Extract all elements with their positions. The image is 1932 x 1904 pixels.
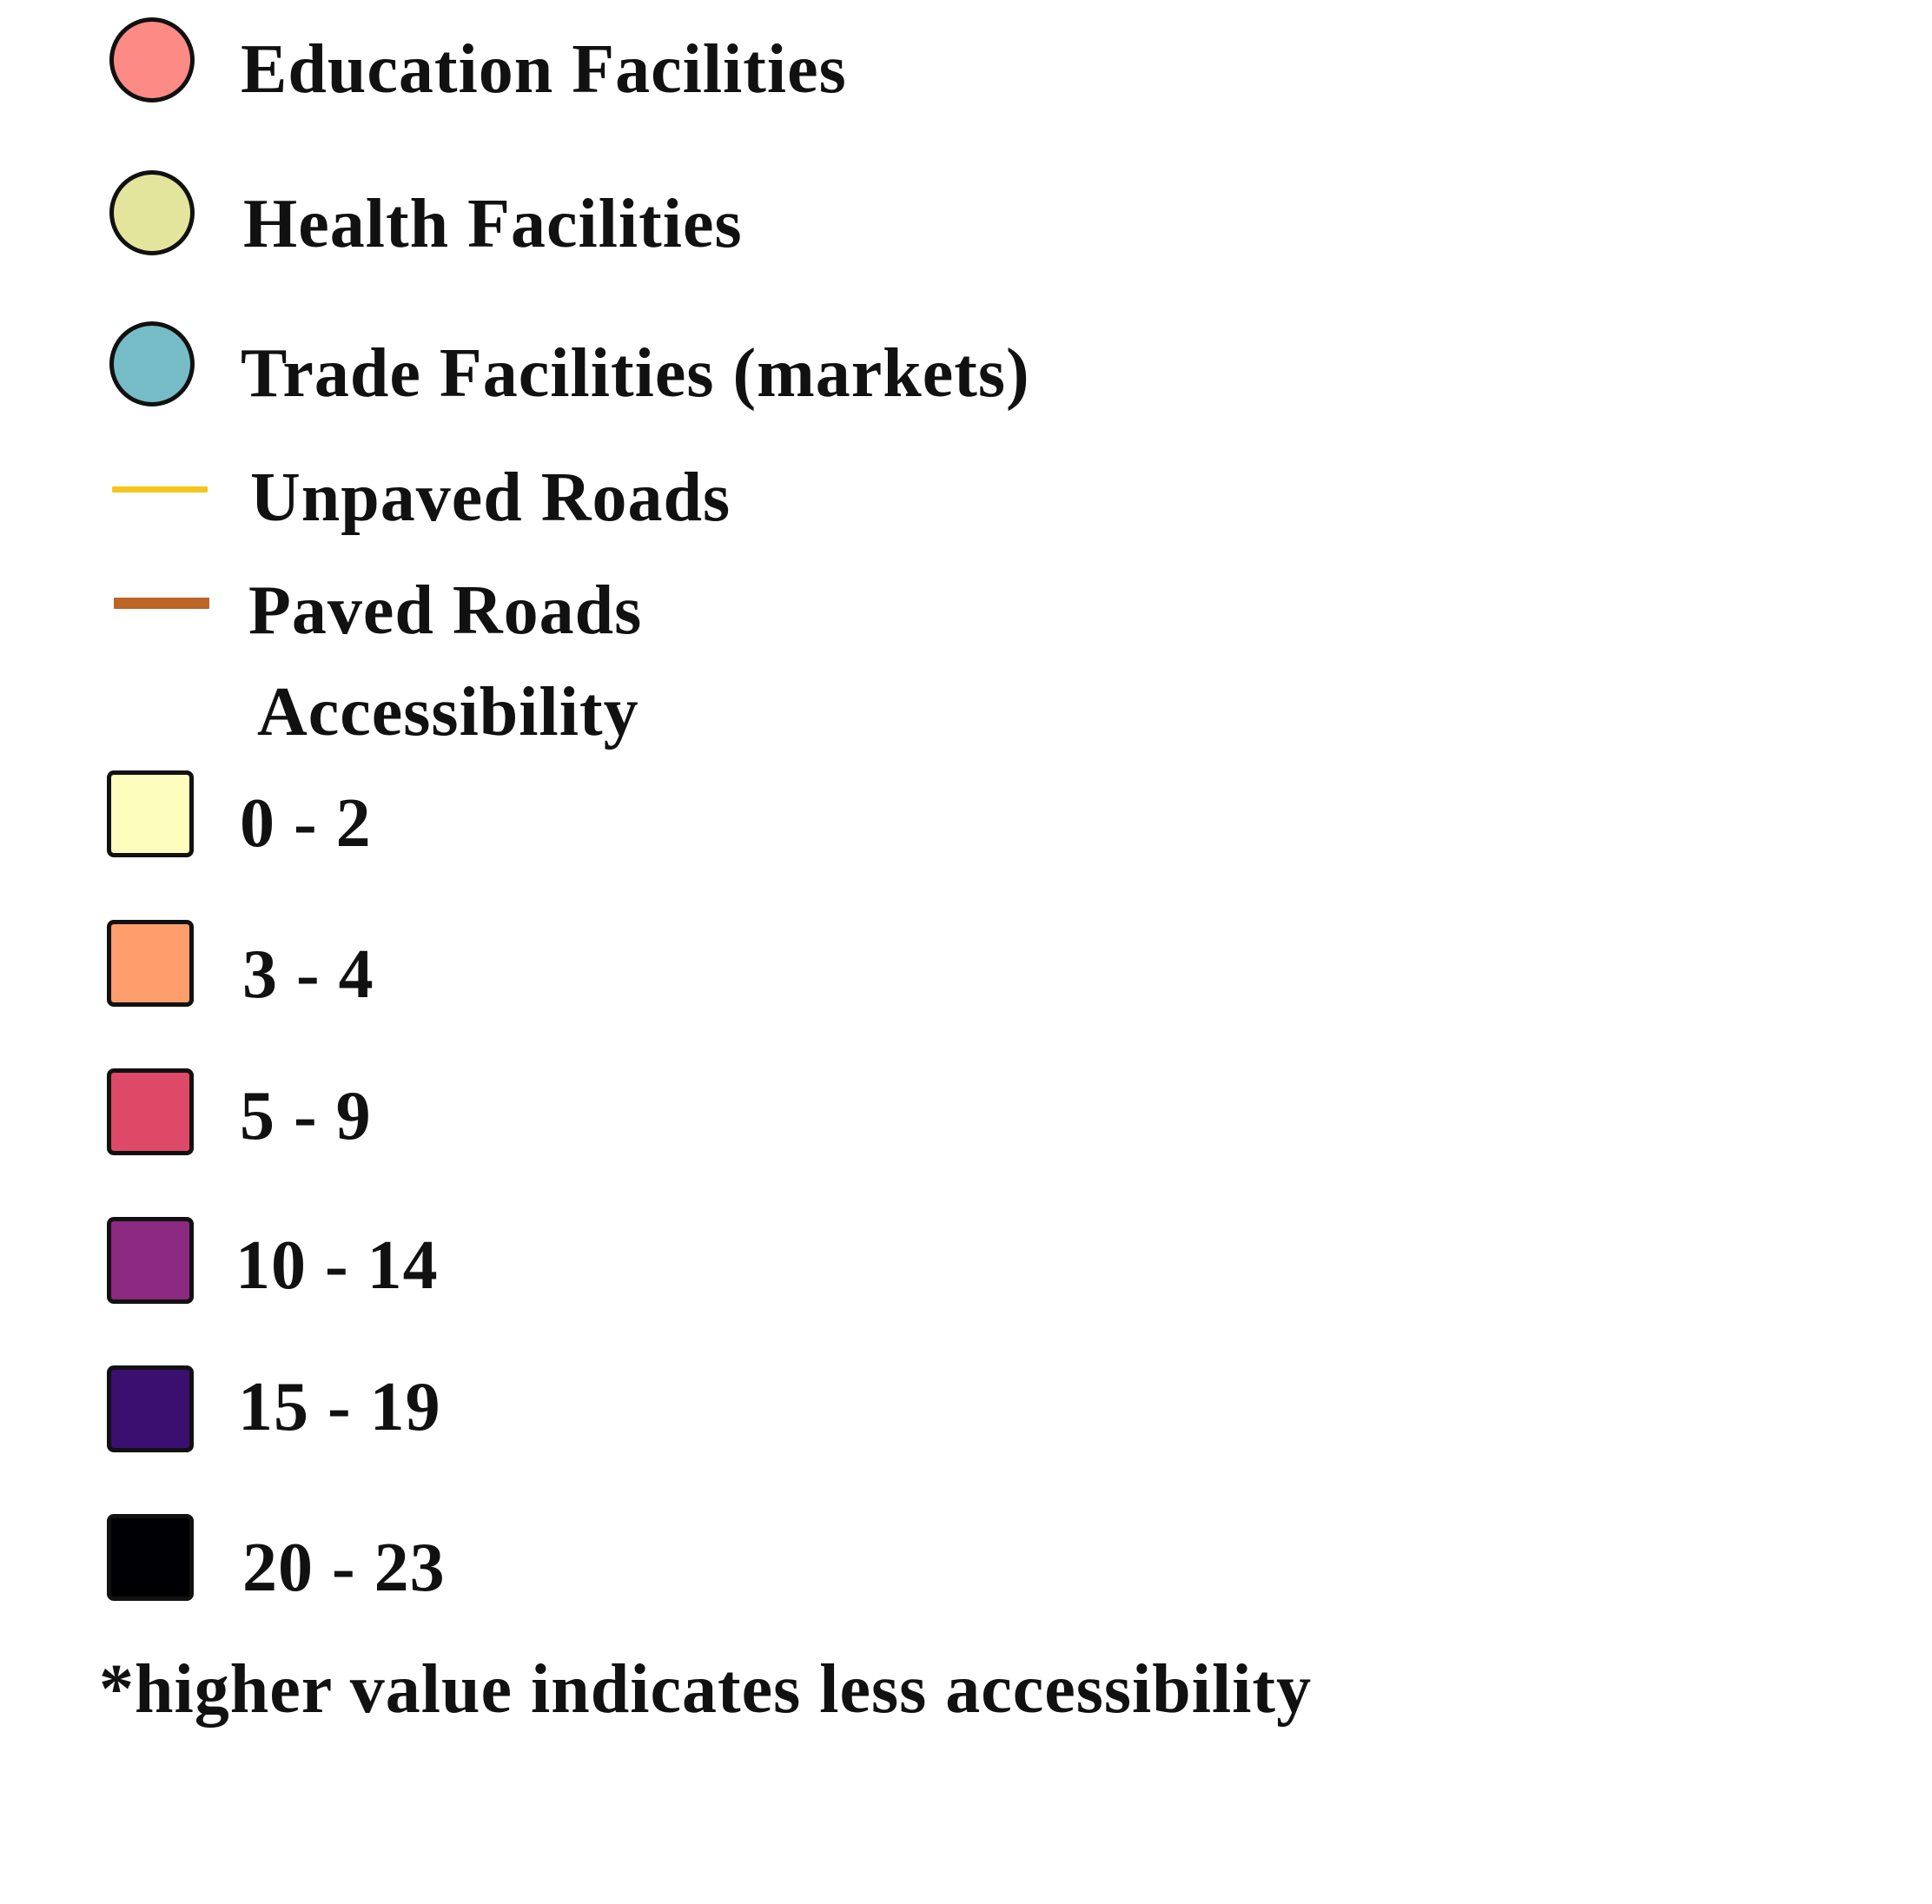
class-15-19-label: 15 - 19 (238, 1369, 441, 1445)
class-10-14-swatch (107, 1217, 194, 1304)
accessibility-title: Accessibility (257, 674, 639, 750)
unpaved-road-line-icon (112, 486, 208, 493)
class-20-23-label: 20 - 23 (242, 1530, 446, 1606)
paved-road-line-icon (114, 598, 209, 609)
class-5-9-swatch (107, 1068, 194, 1155)
class-3-4-label: 3 - 4 (242, 936, 374, 1013)
class-0-2-label: 0 - 2 (240, 785, 372, 862)
class-10-14-label: 10 - 14 (235, 1227, 439, 1304)
accessibility-footnote: *higher value indicates less accessibili… (99, 1651, 1313, 1728)
unpaved-roads-label: Unpaved Roads (250, 459, 731, 536)
class-15-19-swatch (107, 1365, 194, 1452)
education-facilities-circle-icon (109, 17, 195, 102)
trade-facilities-circle-icon (109, 321, 195, 407)
class-5-9-label: 5 - 9 (240, 1078, 372, 1154)
class-3-4-swatch (107, 920, 194, 1007)
health-facilities-label: Health Facilities (243, 186, 743, 262)
paved-roads-label: Paved Roads (248, 572, 643, 649)
class-0-2-swatch (107, 770, 194, 857)
class-20-23-swatch (107, 1514, 194, 1601)
education-facilities-label: Education Facilities (241, 31, 847, 108)
trade-facilities-label: Trade Facilities (markets) (241, 335, 1030, 412)
health-facilities-circle-icon (109, 170, 195, 255)
